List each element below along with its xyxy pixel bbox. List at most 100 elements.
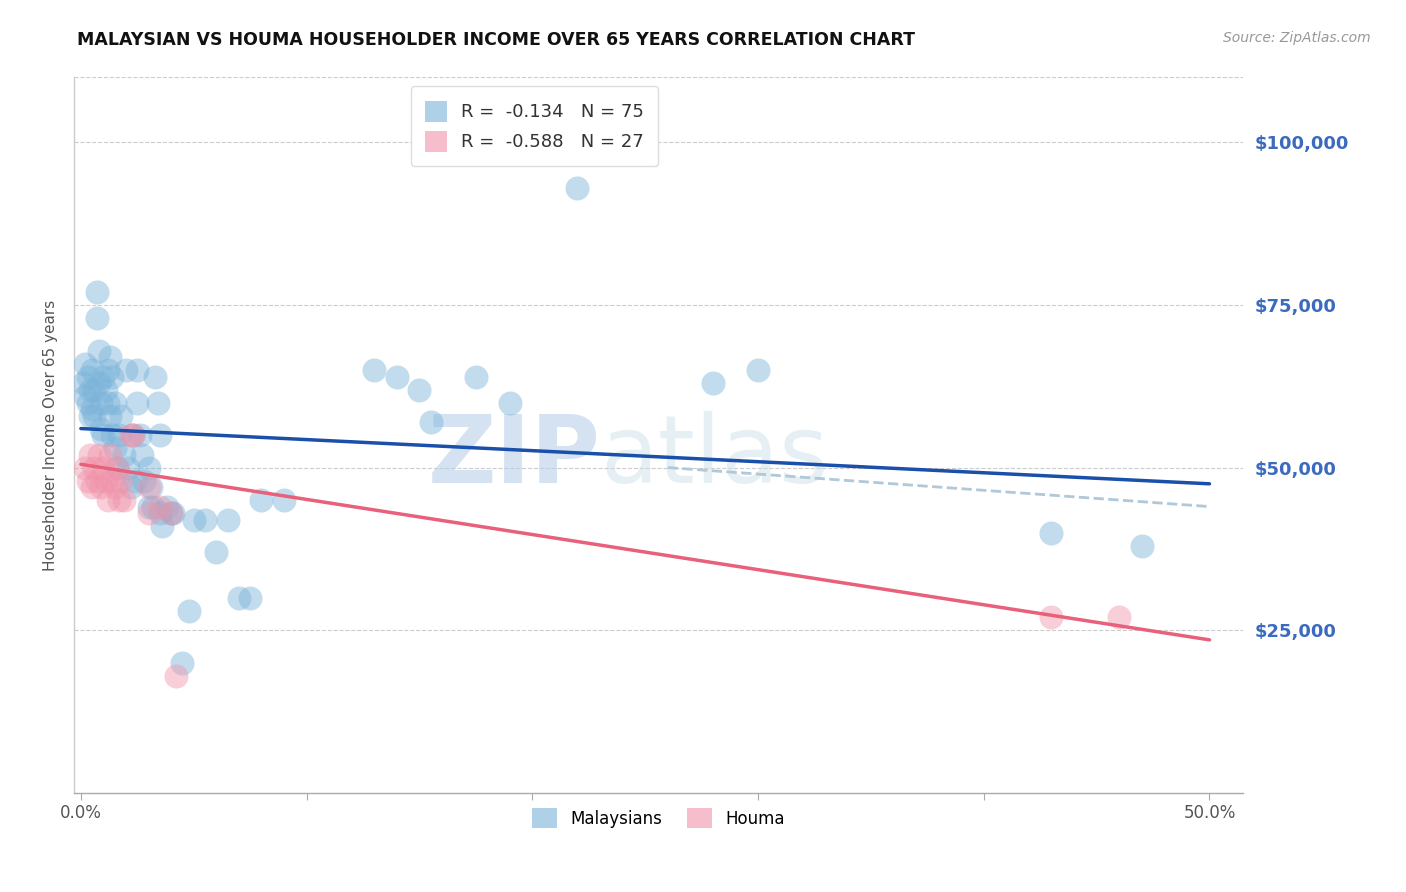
Point [217,512,239,526]
Point [117,460,139,475]
Point [110,474,132,488]
Point [97,493,120,508]
Point [138,460,160,475]
Point [273,493,295,508]
Point [93,428,115,442]
Point [120,480,142,494]
Point [567,181,589,195]
Point [105,460,128,475]
Text: atlas: atlas [600,410,828,502]
Point [385,369,408,384]
Point [75,357,97,371]
Point [139,480,162,494]
Point [75,460,97,475]
Point [90,421,112,435]
Point [93,460,115,475]
Point [82,402,104,417]
Legend: Malaysians, Houma: Malaysians, Houma [526,802,792,834]
Point [90,395,112,409]
Point [87,448,110,462]
Point [1040,525,1063,540]
Point [101,369,124,384]
Point [79,448,101,462]
Point [101,474,124,488]
Point [146,395,169,409]
Point [408,383,430,397]
Point [79,383,101,397]
Point [149,428,172,442]
Point [87,343,110,358]
Point [86,285,108,299]
Point [156,500,179,514]
Point [120,428,142,442]
Point [499,395,522,409]
Point [76,369,98,384]
Point [363,363,385,377]
Point [108,428,131,442]
Point [127,363,149,377]
Point [108,493,131,508]
Point [160,506,183,520]
Point [1108,610,1130,624]
Text: Source: ZipAtlas.com: Source: ZipAtlas.com [1223,31,1371,45]
Y-axis label: Householder Income Over 65 years: Householder Income Over 65 years [44,300,58,571]
Point [82,480,104,494]
Point [183,512,205,526]
Point [83,409,105,423]
Point [138,506,160,520]
Point [94,474,117,488]
Point [83,460,105,475]
Point [702,376,724,390]
Point [93,369,115,384]
Point [150,519,173,533]
Point [110,409,132,423]
Point [179,604,201,618]
Point [104,441,127,455]
Point [239,591,262,605]
Point [149,500,172,514]
Point [172,656,194,670]
Point [98,350,121,364]
Text: ZIP: ZIP [427,410,600,502]
Point [87,376,110,390]
Text: MALAYSIAN VS HOUMA HOUSEHOLDER INCOME OVER 65 YEARS CORRELATION CHART: MALAYSIAN VS HOUMA HOUSEHOLDER INCOME OV… [77,31,915,49]
Point [149,506,172,520]
Point [138,480,160,494]
Point [250,493,273,508]
Point [72,376,94,390]
Point [98,448,121,462]
Point [1040,610,1063,624]
Point [104,480,127,494]
Point [82,363,104,377]
Point [112,493,135,508]
Point [94,383,117,397]
Point [194,512,217,526]
Point [90,480,112,494]
Point [76,474,98,488]
Point [79,409,101,423]
Point [143,369,166,384]
Point [104,395,127,409]
Point [205,545,228,559]
Point [419,415,441,429]
Point [165,668,187,682]
Point [228,591,250,605]
Point [105,460,128,475]
Point [142,500,165,514]
Point [132,474,155,488]
Point [160,506,183,520]
Point [86,474,108,488]
Point [112,448,135,462]
Point [75,389,97,403]
Point [464,369,486,384]
Point [121,428,143,442]
Point [1130,539,1153,553]
Point [97,395,120,409]
Point [747,363,769,377]
Point [101,428,124,442]
Point [127,395,149,409]
Point [76,395,98,409]
Point [128,428,150,442]
Point [115,363,138,377]
Point [83,383,105,397]
